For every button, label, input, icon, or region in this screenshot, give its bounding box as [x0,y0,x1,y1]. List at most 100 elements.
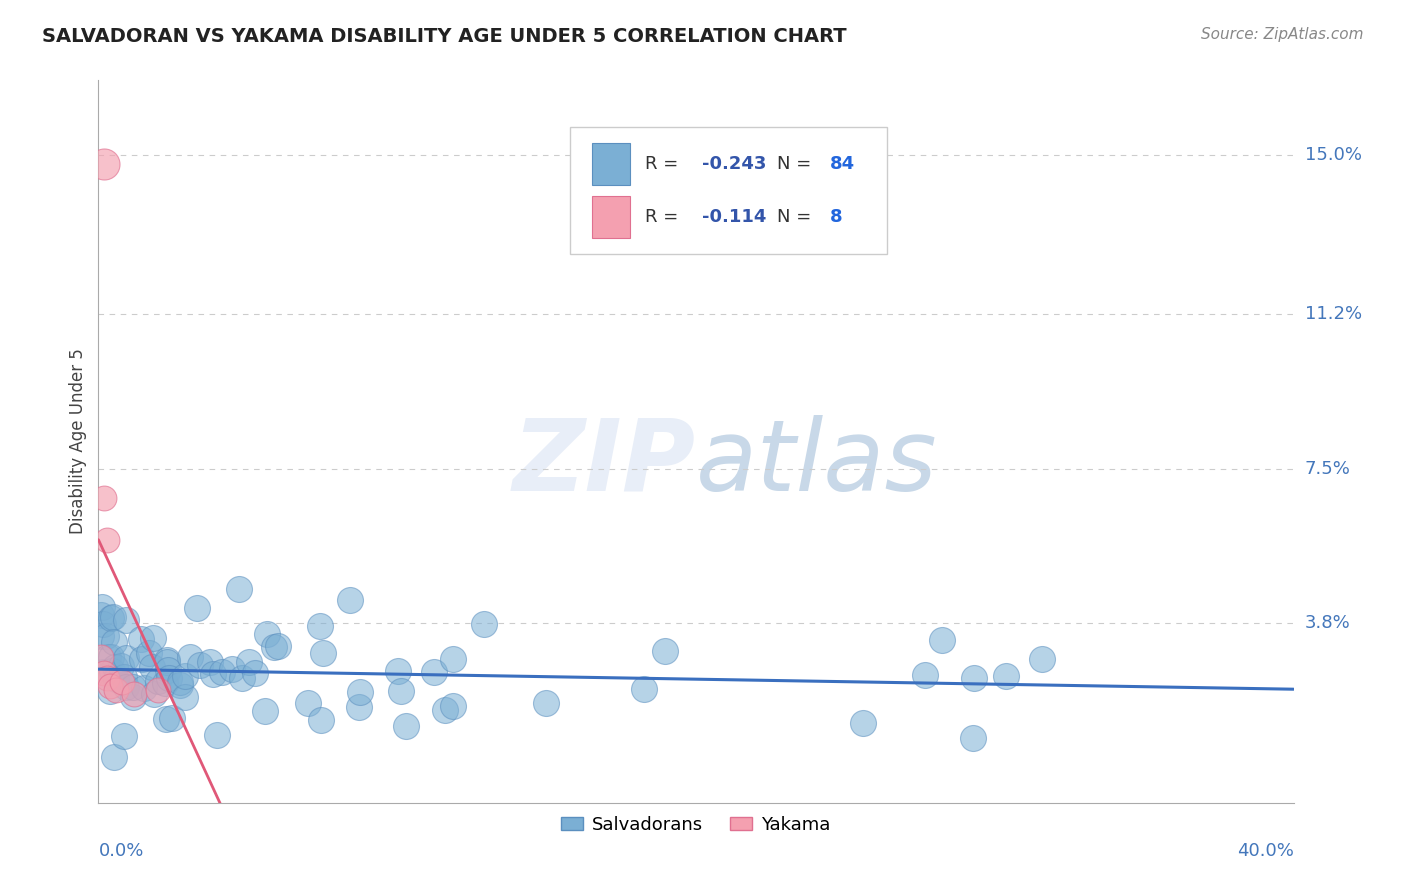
Point [422,665,444,680]
Bar [592,143,630,185]
Point [395,719,418,733]
Point [202,666,225,681]
Text: -0.243: -0.243 [702,155,766,173]
Point [98,679,122,693]
Point [441,698,464,713]
Point [349,685,371,699]
Point [156,655,179,669]
Point [231,671,253,685]
Text: -0.114: -0.114 [702,208,766,226]
Point [995,669,1018,683]
Point [188,658,211,673]
Point [387,664,409,678]
Point [90,607,112,622]
Point [143,687,166,701]
Point [309,619,332,633]
Point [142,631,165,645]
Point [253,704,276,718]
Point [389,684,412,698]
Text: Source: ZipAtlas.com: Source: ZipAtlas.com [1201,27,1364,42]
Point [96,533,118,547]
Point [111,674,134,689]
Point [349,699,371,714]
Point [312,646,335,660]
Point [245,665,267,680]
Point [103,750,125,764]
Point [160,711,183,725]
Point [97,650,120,665]
Point [96,671,118,685]
Point [205,728,228,742]
Text: 40.0%: 40.0% [1237,842,1294,860]
Point [112,729,135,743]
Point [263,640,285,654]
Bar [592,196,630,238]
Point [169,675,191,690]
Point [309,713,332,727]
Point [633,682,655,697]
Point [94,629,117,643]
Point [105,683,128,698]
Point [156,653,179,667]
Point [98,684,121,698]
Text: N =: N = [778,208,817,226]
Point [121,690,143,704]
Point [112,670,135,684]
Point [433,703,456,717]
Point [100,611,122,625]
Point [90,649,112,664]
Point [103,635,125,649]
Point [534,696,557,710]
Point [654,644,676,658]
Point [114,613,136,627]
Text: R =: R = [644,155,683,173]
Point [101,664,124,678]
Text: ZIP: ZIP [513,415,696,512]
Point [146,674,169,689]
Point [141,660,163,674]
Point [173,690,195,705]
Point [472,616,495,631]
Point [962,731,984,745]
Point [100,650,122,665]
Point [963,671,986,685]
Point [110,659,132,673]
Point [155,712,177,726]
Point [103,610,125,624]
Point [228,582,250,597]
Text: 3.8%: 3.8% [1305,615,1350,632]
Point [104,659,127,673]
Text: 84: 84 [830,155,855,173]
Point [157,663,180,677]
Point [173,669,195,683]
Point [198,656,221,670]
Point [90,629,112,643]
Point [129,632,152,647]
Point [441,652,464,666]
Point [852,716,875,731]
Point [115,680,138,694]
Y-axis label: Disability Age Under 5: Disability Age Under 5 [69,349,87,534]
Point [186,600,208,615]
Point [157,671,180,685]
Point [169,677,191,691]
Point [131,652,153,666]
Point [138,646,160,660]
Point [914,668,936,682]
Text: SALVADORAN VS YAKAMA DISABILITY AGE UNDER 5 CORRELATION CHART: SALVADORAN VS YAKAMA DISABILITY AGE UNDE… [42,27,846,45]
Text: 11.2%: 11.2% [1305,305,1362,323]
Point [931,632,953,647]
Text: 15.0%: 15.0% [1305,146,1361,164]
Point [105,673,128,687]
Point [91,599,114,614]
Text: N =: N = [778,155,817,173]
Point [297,696,319,710]
Point [155,676,177,690]
Point [179,650,201,665]
Point [93,491,115,505]
Point [267,639,290,653]
Text: 0.0%: 0.0% [98,842,143,860]
Text: 8: 8 [830,208,842,226]
Point [148,683,170,698]
Point [238,655,260,669]
